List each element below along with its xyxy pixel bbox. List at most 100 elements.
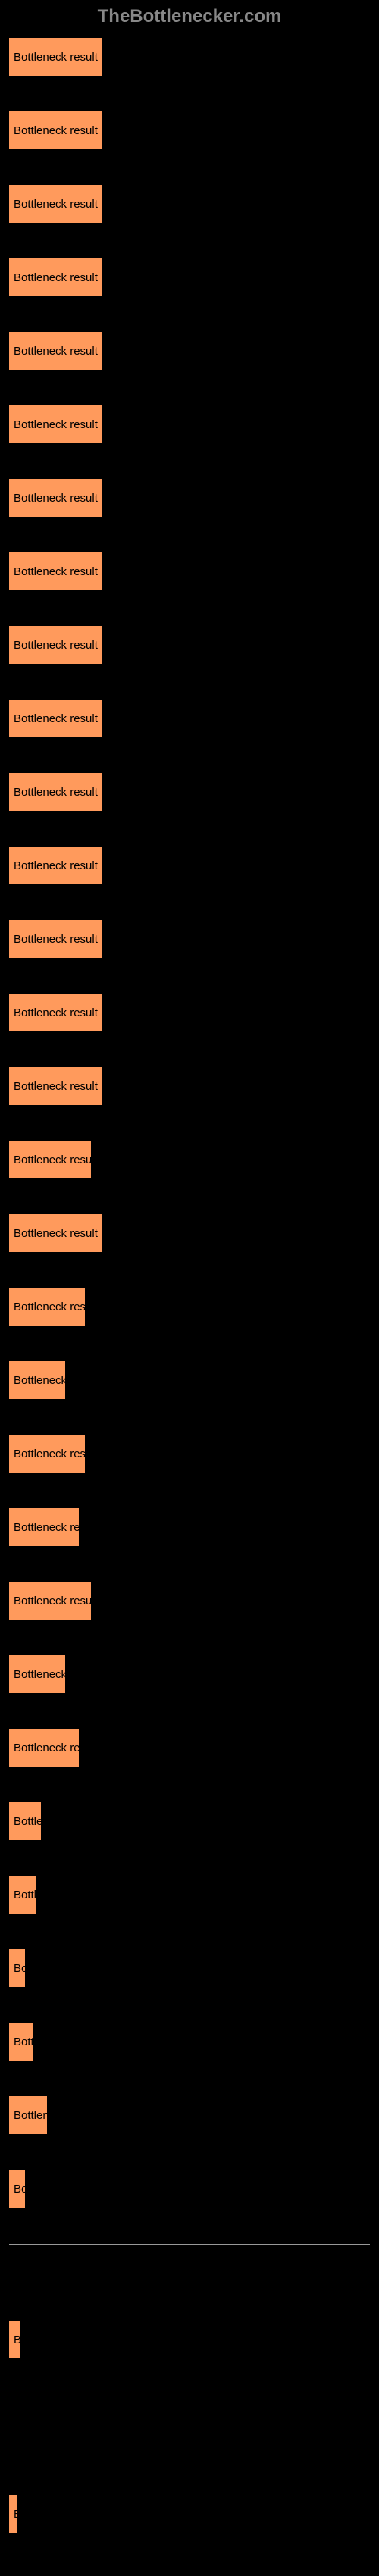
bar-row: Bottleneck result	[9, 847, 370, 884]
chart-bar: Bottleneck resu	[9, 1582, 91, 1620]
bar-label: Bottleneck result	[14, 859, 98, 872]
chart-bar: Bottleneck result	[9, 111, 102, 149]
chart-bar: Bo	[9, 2170, 25, 2208]
chart-bar: Bottle	[9, 1802, 41, 1840]
bar-label: Bottleneck result	[14, 124, 98, 137]
chart-bar: Bottleneck res	[9, 1435, 85, 1473]
chart-bar: Bottleneck	[9, 1655, 65, 1693]
bar-row: Bott	[9, 2023, 370, 2061]
bar-label: B	[14, 2333, 20, 2346]
bar-row: Bottleneck result	[9, 332, 370, 370]
chart-bar: Bottleneck res	[9, 1288, 85, 1326]
bar-label: Bottl	[14, 1889, 36, 1901]
chart-bar: Bottleneck result	[9, 38, 102, 76]
page-header: TheBottlenecker.com	[0, 0, 379, 30]
bar-label: Bottleneck result	[14, 786, 98, 799]
chart-bar: Bottleneck result	[9, 847, 102, 884]
chart-bar: Bott	[9, 2023, 33, 2061]
chart-bar: Bottleneck	[9, 1361, 65, 1399]
bar-label: Bottleneck res	[14, 1448, 85, 1460]
bar-label: Bo	[14, 1962, 25, 1975]
bar-row: Bottleneck	[9, 1361, 370, 1399]
bar-label: Bottleneck	[14, 1668, 65, 1681]
chart-bar: Bottleneck re	[9, 1729, 79, 1767]
chart-bar: Bottleneck result	[9, 332, 102, 370]
bar-label: Bottleneck res	[14, 1301, 85, 1313]
chart-bar: Bottleneck resu	[9, 1141, 91, 1178]
bar-label: Bottleneck result	[14, 51, 98, 64]
bar-label: Bottleneck	[14, 1374, 65, 1387]
bar-label: Bo	[14, 2183, 25, 2196]
bar-row: Bottleneck re	[9, 1508, 370, 1546]
bar-row: Bottleneck result	[9, 405, 370, 443]
bar-row: Bottl	[9, 1876, 370, 1914]
bar-row: Bottleneck res	[9, 1435, 370, 1473]
chart-bar: Bottlen	[9, 2096, 47, 2134]
bar-label: Bottleneck result	[14, 1227, 98, 1240]
bar-row: Bottleneck result	[9, 38, 370, 76]
bar-row: Bottleneck resu	[9, 1582, 370, 1620]
bar-row: Bottle	[9, 1802, 370, 1840]
chart-bar: Bottleneck result	[9, 1214, 102, 1252]
bar-row: Bo	[9, 1949, 370, 1987]
bar-row: Bottleneck result	[9, 920, 370, 958]
chart-bar: Bottleneck result	[9, 773, 102, 811]
bar-label: Bottleneck result	[14, 418, 98, 431]
chart-bar: Bottleneck result	[9, 185, 102, 223]
bar-row: Bottleneck result	[9, 1214, 370, 1252]
bar-row: Bottleneck result	[9, 258, 370, 296]
bar-label: Bottleneck re	[14, 1742, 79, 1754]
bar-row: Bottleneck result	[9, 700, 370, 737]
chart-bar: Bottl	[9, 1876, 36, 1914]
bar-label: Bottleneck result	[14, 198, 98, 211]
chart-bar: Bottleneck re	[9, 1508, 79, 1546]
bar-row: Bottleneck result	[9, 626, 370, 664]
chart-bar: Bottleneck result	[9, 1067, 102, 1105]
bar-label: Bottleneck result	[14, 271, 98, 284]
bar-label: Bottleneck result	[14, 639, 98, 652]
bar-row: Bottleneck res	[9, 1288, 370, 1326]
bar-label: Bottleneck result	[14, 345, 98, 358]
bar-label: Bottleneck result	[14, 712, 98, 725]
bar-row: B	[9, 2495, 370, 2533]
bar-row: Bottleneck result	[9, 773, 370, 811]
bar-row: Bottleneck	[9, 1655, 370, 1693]
chart-bar: Bottleneck result	[9, 626, 102, 664]
bar-row: Bottleneck result	[9, 1067, 370, 1105]
bar-row: Bottleneck result	[9, 479, 370, 517]
chart-bar: B	[9, 2321, 20, 2358]
bar-label: B	[14, 2508, 17, 2521]
chart-bar: Bottleneck result	[9, 258, 102, 296]
bar-label: Bottlen	[14, 2109, 47, 2122]
bar-chart: Bottleneck result Bottleneck result Bottle…	[0, 30, 379, 2576]
bar-label: Bottleneck result	[14, 1080, 98, 1093]
chart-bar: Bottleneck result	[9, 405, 102, 443]
bar-row: Bottleneck result	[9, 994, 370, 1031]
chart-bar: Bottleneck result	[9, 994, 102, 1031]
chart-divider	[9, 2244, 370, 2245]
chart-bar: Bottleneck result	[9, 479, 102, 517]
site-title: TheBottlenecker.com	[98, 6, 282, 27]
bar-label: Bottleneck resu	[14, 1595, 91, 1607]
bar-row: Bottleneck resu	[9, 1141, 370, 1178]
bar-label: Bottleneck result	[14, 565, 98, 578]
bar-row: Bottlen	[9, 2096, 370, 2134]
chart-bar: B	[9, 2495, 17, 2533]
bar-label: Bottleneck re	[14, 1521, 79, 1534]
chart-bar: Bo	[9, 1949, 25, 1987]
chart-bar: Bottleneck result	[9, 700, 102, 737]
bar-label: Bottleneck result	[14, 933, 98, 946]
bar-row: Bottleneck re	[9, 1729, 370, 1767]
bar-row: Bottleneck result	[9, 552, 370, 590]
bar-label: Bottleneck result	[14, 492, 98, 505]
bar-row: Bottleneck result	[9, 111, 370, 149]
bar-row: B	[9, 2321, 370, 2358]
bar-label: Bottleneck resu	[14, 1153, 91, 1166]
chart-bar: Bottleneck result	[9, 552, 102, 590]
chart-bar: Bottleneck result	[9, 920, 102, 958]
bar-label: Bottle	[14, 1815, 41, 1828]
bar-label: Bott	[14, 2036, 33, 2049]
bar-label: Bottleneck result	[14, 1006, 98, 1019]
bar-row: Bo	[9, 2170, 370, 2208]
bar-row: Bottleneck result	[9, 185, 370, 223]
